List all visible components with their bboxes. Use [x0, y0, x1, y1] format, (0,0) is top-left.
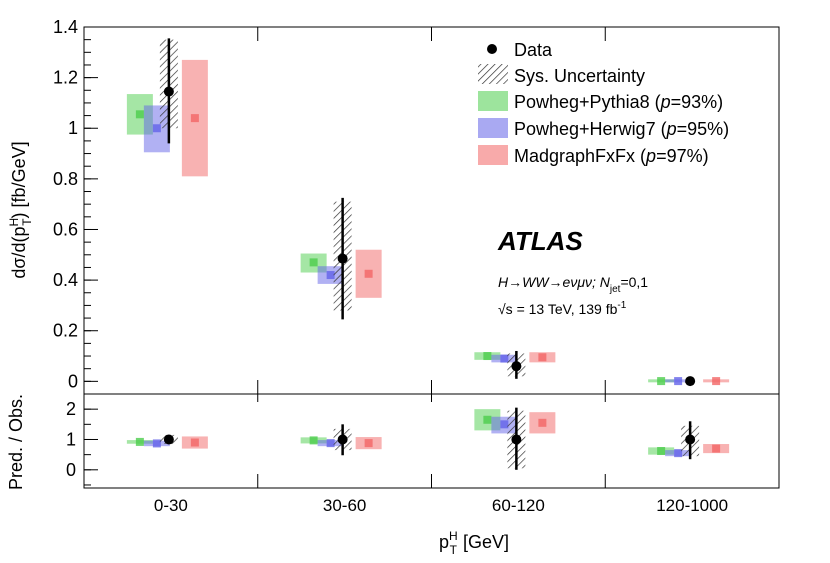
ratio-tick-label: 1 [66, 429, 76, 449]
process-label: H→WW→eνμν; Njet=0,1 [498, 274, 648, 295]
legend-herwig-label: Powheg+Herwig7 (p=95%) [514, 119, 729, 139]
madgraphfxfx-main-marker [538, 353, 547, 362]
powheg-herwig7-main-marker [500, 354, 509, 363]
data-ratio-point [163, 434, 174, 445]
ratio-tick-label: 2 [66, 399, 76, 419]
powheg-pythia8-ratio-marker [309, 436, 318, 445]
y-tick-label: 0.8 [53, 169, 78, 189]
energy-label: √s = 13 TeV, 139 fb-1 [498, 300, 627, 317]
data-point [163, 86, 174, 97]
legend-sys-label: Sys. Uncertainty [514, 66, 645, 86]
ratio-axis-title: Pred. / Obs. [6, 394, 26, 490]
legend-madgraph-label: MadgraphFxFx (p=97%) [514, 146, 709, 166]
y-tick-label: 0.6 [53, 219, 78, 239]
legend-sys-swatch [478, 64, 508, 84]
madgraphfxfx-ratio-marker [538, 418, 547, 427]
data-ratio-point [337, 434, 348, 445]
x-tick-label: 0-30 [154, 496, 188, 515]
powheg-herwig7-ratio-marker [674, 449, 683, 458]
legend-herwig-swatch [478, 118, 508, 138]
data-ratio-point [685, 434, 696, 445]
y-axis-title: dσ/d(pHT) [fb/GeV] [7, 141, 34, 278]
legend-pythia-label: Powheg+Pythia8 (p=93%) [514, 92, 723, 112]
y-tick-label: 0.2 [53, 321, 78, 341]
powheg-herwig7-ratio-marker [500, 420, 509, 429]
madgraphfxfx-main-marker [364, 269, 373, 278]
legend-madgraph-swatch [478, 145, 508, 165]
y-tick-label: 1.4 [53, 17, 78, 37]
legend-pythia-swatch [478, 91, 508, 111]
legend-data-marker [487, 44, 497, 54]
powheg-pythia8-ratio-marker [657, 447, 666, 456]
powheg-pythia8-main-marker [309, 258, 318, 267]
ratio-plot-area [126, 407, 730, 470]
madgraphfxfx-ratio-marker [712, 444, 721, 453]
powheg-herwig7-main-marker [674, 377, 683, 386]
data-point [511, 361, 522, 372]
x-tick-label: 60-120 [492, 496, 545, 515]
powheg-herwig7-main-marker [326, 271, 335, 280]
powheg-herwig7-ratio-marker [326, 439, 335, 448]
madgraphfxfx-ratio-marker [364, 439, 373, 448]
ratio-tick-label: 0 [66, 460, 76, 480]
data-ratio-point [511, 434, 522, 445]
x-tick-label: 30-60 [323, 496, 366, 515]
powheg-pythia8-main-marker [483, 352, 492, 361]
y-tick-label: 0.4 [53, 270, 78, 290]
powheg-herwig7-ratio-marker [152, 439, 161, 448]
powheg-pythia8-main-marker [657, 377, 666, 386]
madgraphfxfx-main-marker [712, 377, 721, 386]
madgraphfxfx-ratio-marker [190, 438, 199, 447]
y-tick-label: 0 [68, 371, 78, 391]
main-plot-area [126, 38, 730, 387]
x-tick-label: 120-1000 [656, 496, 728, 515]
powheg-pythia8-ratio-marker [135, 437, 144, 446]
y-tick-label: 1 [68, 118, 78, 138]
data-point [685, 376, 696, 387]
atlas-label: ATLAS [497, 226, 583, 256]
y-tick-label: 1.2 [53, 68, 78, 88]
axis-ticks: 0 0.2 0.4 0.6 0.8 1 1.2 1.4 0 1 2 0-30 30-60 60-120 12… [53, 17, 728, 515]
data-point [337, 253, 348, 264]
madgraphfxfx-main-marker [190, 114, 199, 123]
legend: Data Sys. Uncertainty Powheg+Pythia8 (p=… [478, 40, 729, 166]
powheg-herwig7-main-marker [152, 124, 161, 133]
x-axis-title: pH T [GeV] [439, 529, 509, 557]
powheg-pythia8-ratio-marker [483, 415, 492, 424]
legend-data-label: Data [514, 40, 553, 60]
powheg-pythia8-main-marker [135, 110, 144, 119]
